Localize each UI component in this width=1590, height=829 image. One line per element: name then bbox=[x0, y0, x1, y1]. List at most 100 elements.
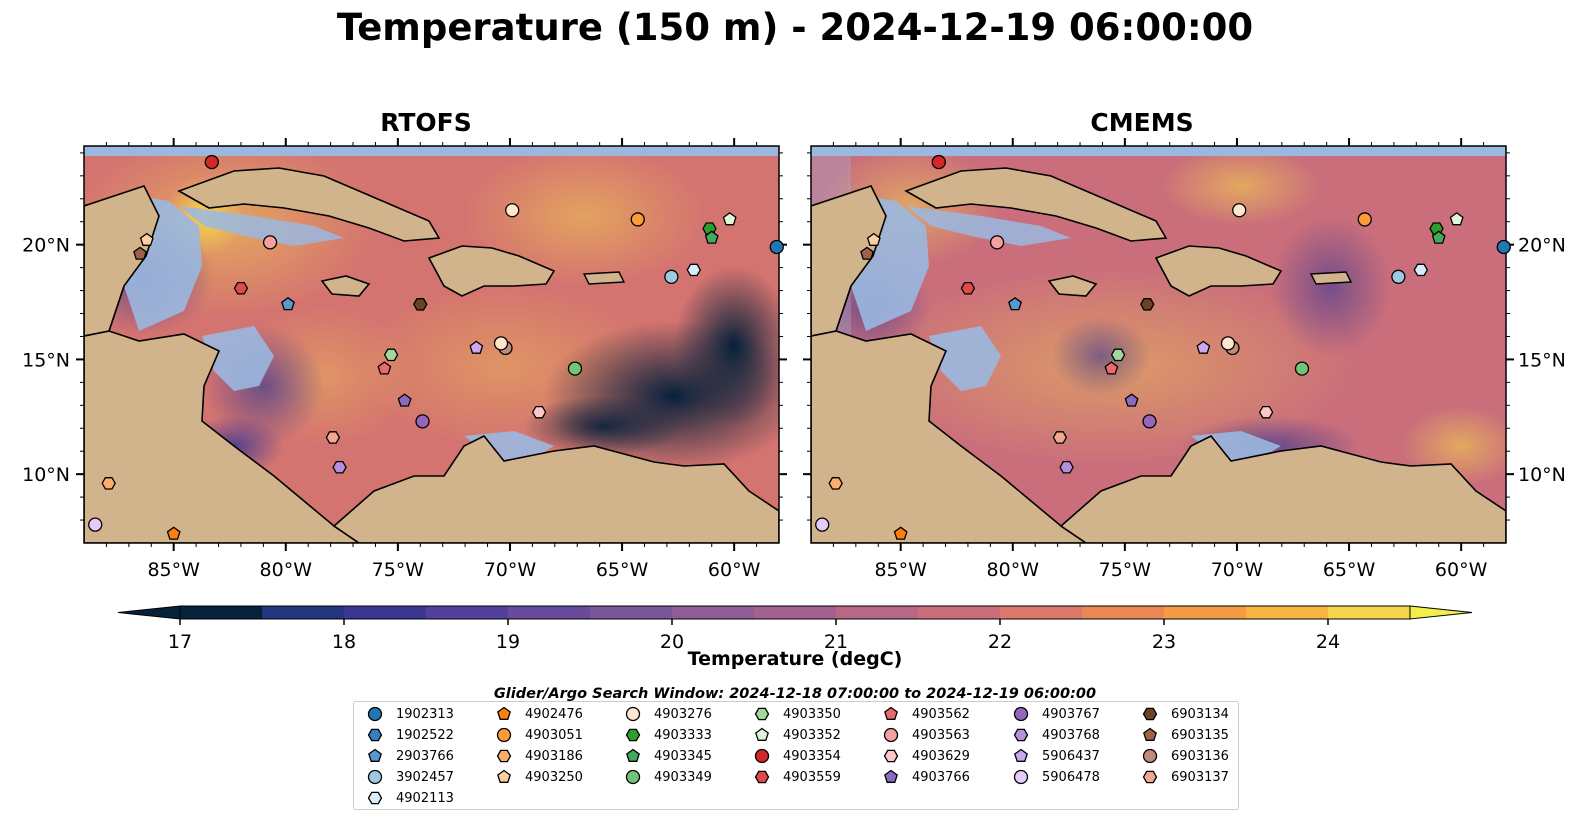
legend-item-5906478: 5906478 bbox=[1010, 767, 1100, 787]
colorbar-band bbox=[508, 606, 591, 619]
float-marker-5906478 bbox=[815, 517, 830, 532]
lon-tick-label: 75°W bbox=[372, 559, 425, 581]
legend-label: 4903333 bbox=[654, 727, 712, 743]
figure-title: Temperature (150 m) - 2024-12-19 06:00:0… bbox=[336, 6, 1254, 49]
colorbar-band bbox=[1246, 606, 1329, 619]
float-marker-4903186 bbox=[101, 477, 116, 490]
legend-item-6903134: 6903134 bbox=[1139, 704, 1229, 724]
legend-marker-icon bbox=[497, 706, 511, 720]
legend-label: 4903345 bbox=[654, 748, 712, 764]
legend-marker-icon bbox=[625, 706, 641, 722]
lon-tick-label: 85°W bbox=[874, 559, 927, 581]
legend-item-4903767: 4903767 bbox=[1010, 704, 1100, 724]
legend-label: 4903350 bbox=[783, 706, 841, 722]
lat-tick-label: 15°N bbox=[22, 349, 70, 371]
float-marker-4903562 bbox=[1104, 361, 1119, 375]
float-marker-4903250 bbox=[139, 232, 154, 246]
colorbar-band bbox=[262, 606, 345, 619]
legend-item-4903352: 4903352 bbox=[751, 725, 841, 745]
legend-marker bbox=[754, 770, 770, 784]
lon-tick-label: 80°W bbox=[260, 559, 313, 581]
legend-marker bbox=[754, 707, 770, 721]
legend-marker-icon bbox=[755, 727, 769, 741]
lat-tick-label: 20°N bbox=[1518, 235, 1566, 257]
legend-marker bbox=[367, 769, 383, 785]
colorbar-band bbox=[426, 606, 509, 619]
float-marker-4902476 bbox=[166, 526, 181, 540]
legend-label: 4903354 bbox=[783, 748, 841, 764]
legend-marker bbox=[496, 727, 512, 743]
cmems-frame bbox=[810, 145, 1507, 544]
colorbar-band bbox=[918, 606, 1001, 619]
colorbar-tick-label: 20 bbox=[660, 631, 684, 653]
float-marker-4903349 bbox=[567, 361, 583, 376]
legend-label: 5906478 bbox=[1042, 769, 1100, 785]
colorbar-outline bbox=[179, 605, 1411, 620]
legend-item-4903276: 4903276 bbox=[622, 704, 712, 724]
float-marker-2903766 bbox=[1008, 296, 1022, 311]
legend-item-4902113: 4902113 bbox=[364, 788, 454, 808]
legend-marker-icon bbox=[1014, 748, 1028, 762]
legend-marker bbox=[883, 749, 899, 763]
float-marker-4903350 bbox=[1110, 348, 1126, 362]
legend-label: 3902457 bbox=[396, 769, 454, 785]
legend-item-1902522: 1902522 bbox=[364, 725, 454, 745]
legend-item-4903186: 4903186 bbox=[493, 746, 583, 766]
legend-item-4903354: 4903354 bbox=[751, 746, 841, 766]
legend-item-4903051: 4903051 bbox=[493, 725, 583, 745]
float-marker-4903250 bbox=[866, 232, 881, 246]
float-marker-4903276 bbox=[505, 203, 520, 218]
colorbar-band bbox=[1328, 606, 1411, 619]
legend-item-5906437: 5906437 bbox=[1010, 746, 1100, 766]
legend-label: 4903250 bbox=[525, 769, 583, 785]
float-marker-3902457 bbox=[1391, 269, 1406, 284]
float-marker-4903766 bbox=[1124, 393, 1139, 407]
float-marker-1902313 bbox=[1496, 239, 1511, 255]
legend-label: 6903137 bbox=[1171, 769, 1229, 785]
legend-item-4903768: 4903768 bbox=[1010, 725, 1100, 745]
legend-item-6903135: 6903135 bbox=[1139, 725, 1229, 745]
legend-marker bbox=[1013, 769, 1029, 785]
panel-title-cmems: CMEMS bbox=[1090, 108, 1194, 137]
float-marker-4903563 bbox=[989, 235, 1005, 250]
float-marker-4903352 bbox=[1449, 212, 1464, 226]
legend-marker bbox=[625, 769, 641, 785]
float-marker-5906437 bbox=[1196, 340, 1211, 354]
legend-marker-icon bbox=[754, 770, 770, 784]
colorbar-tick-label: 18 bbox=[332, 631, 356, 653]
legend-marker bbox=[1014, 748, 1028, 762]
legend-marker-icon bbox=[626, 748, 640, 762]
legend-marker bbox=[1142, 748, 1158, 764]
legend-marker-icon bbox=[625, 769, 641, 785]
legend-marker bbox=[496, 749, 512, 763]
lon-tick-label: 75°W bbox=[1099, 559, 1152, 581]
lon-tick-label: 60°W bbox=[708, 559, 761, 581]
legend-item-4902476: 4902476 bbox=[493, 704, 583, 724]
colorbar-tick-label: 19 bbox=[496, 631, 520, 653]
legend-marker bbox=[367, 728, 383, 742]
colorbar-band bbox=[180, 606, 262, 619]
legend-label: 1902313 bbox=[396, 706, 454, 722]
legend-label: 4903767 bbox=[1042, 706, 1100, 722]
float-marker-4902476 bbox=[893, 526, 908, 540]
legend-label: 6903136 bbox=[1171, 748, 1229, 764]
legend-item-4903350: 4903350 bbox=[751, 704, 841, 724]
colorbar-title: Temperature (degC) bbox=[687, 648, 903, 670]
float-marker-2903766 bbox=[281, 296, 295, 311]
lon-tick-label: 85°W bbox=[147, 559, 200, 581]
legend-marker-icon bbox=[1142, 770, 1158, 784]
legend-label: 4903629 bbox=[912, 748, 970, 764]
legend-label: 4903559 bbox=[783, 769, 841, 785]
legend-item-4903345: 4903345 bbox=[622, 746, 712, 766]
colorbar-band bbox=[1164, 606, 1247, 619]
float-marker-4903051 bbox=[630, 212, 645, 227]
legend-label: 4903186 bbox=[525, 748, 583, 764]
float-marker-extra bbox=[1220, 336, 1236, 351]
colorbar-tick-label: 23 bbox=[1152, 631, 1176, 653]
legend-marker bbox=[1143, 727, 1157, 741]
rtofs-frame bbox=[83, 145, 780, 544]
legend-item-4903629: 4903629 bbox=[880, 746, 970, 766]
colorbar-extend-low bbox=[117, 605, 181, 620]
legend-label: 4902113 bbox=[396, 790, 454, 806]
